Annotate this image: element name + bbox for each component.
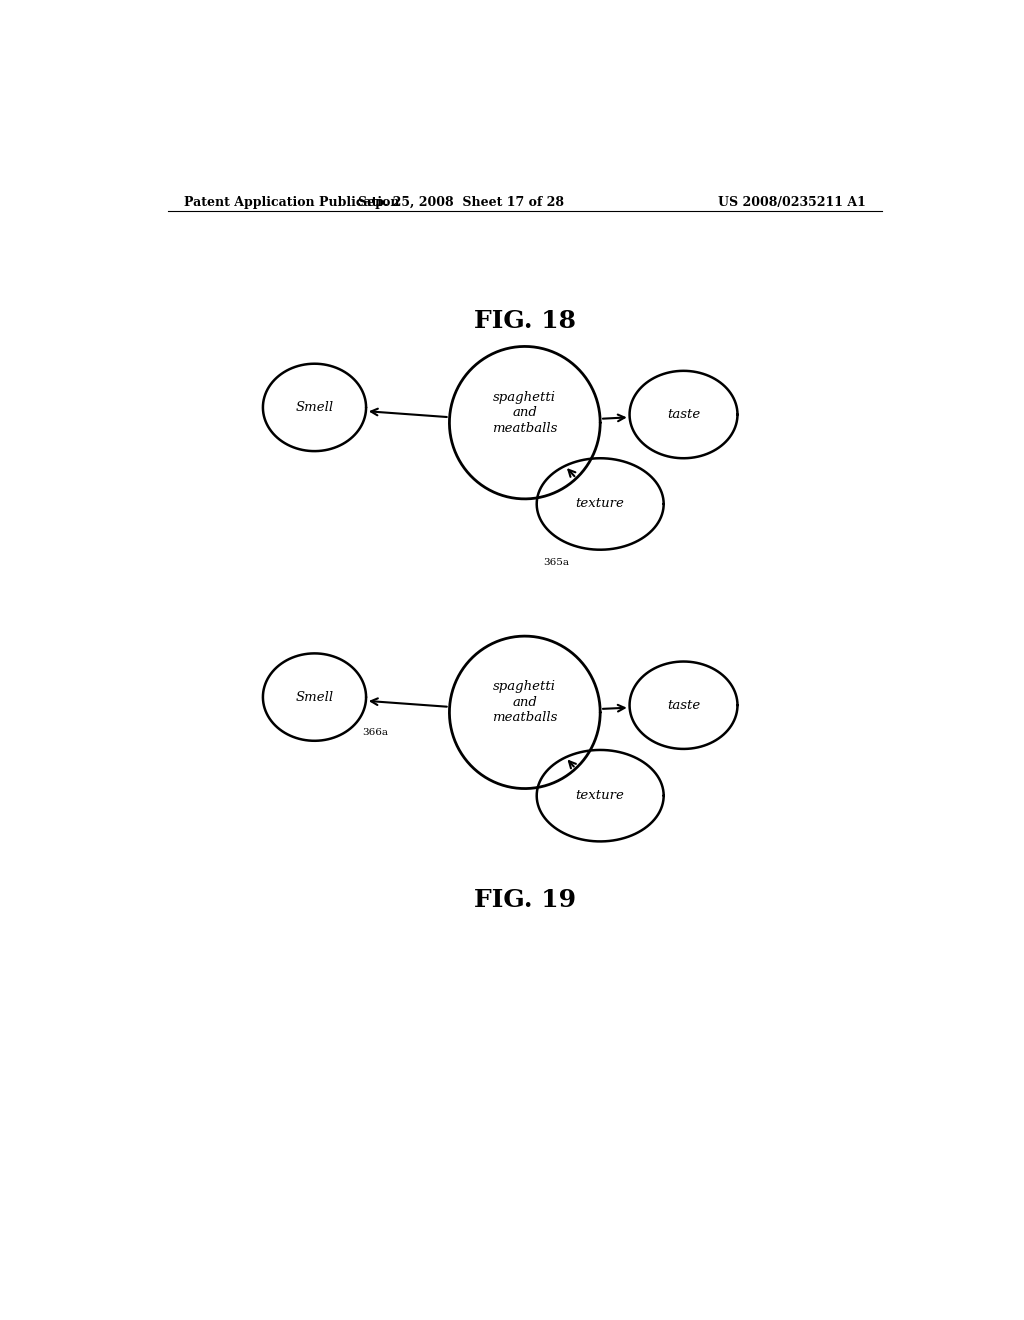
Text: Smell: Smell bbox=[296, 690, 334, 704]
Text: US 2008/0235211 A1: US 2008/0235211 A1 bbox=[718, 195, 866, 209]
Text: 366a: 366a bbox=[362, 729, 388, 737]
Text: FIG. 19: FIG. 19 bbox=[474, 888, 575, 912]
Text: spaghetti
and
meatballs: spaghetti and meatballs bbox=[493, 680, 557, 725]
Text: texture: texture bbox=[575, 498, 625, 511]
Text: 365a: 365a bbox=[544, 558, 569, 568]
Text: Patent Application Publication: Patent Application Publication bbox=[183, 195, 399, 209]
Text: texture: texture bbox=[575, 789, 625, 803]
Text: FIG. 18: FIG. 18 bbox=[474, 309, 575, 333]
Text: Smell: Smell bbox=[296, 401, 334, 414]
Text: taste: taste bbox=[667, 698, 700, 711]
Text: Sep. 25, 2008  Sheet 17 of 28: Sep. 25, 2008 Sheet 17 of 28 bbox=[358, 195, 564, 209]
Text: taste: taste bbox=[667, 408, 700, 421]
Text: spaghetti
and
meatballs: spaghetti and meatballs bbox=[493, 391, 557, 434]
